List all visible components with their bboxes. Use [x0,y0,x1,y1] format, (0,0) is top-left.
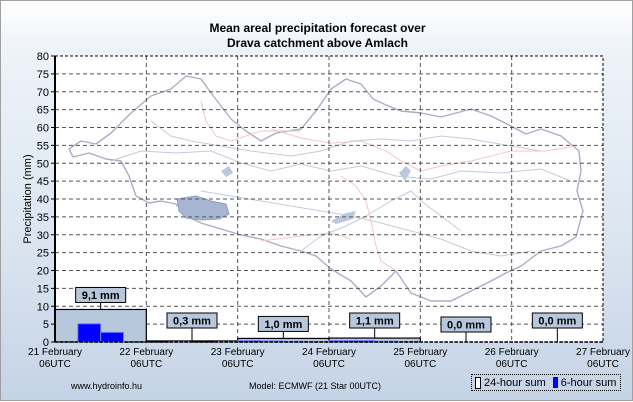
legend: 24-hour sum 6-hour sum [471,374,621,391]
y-tick-label: 30 [37,230,49,242]
y-tick-label: 25 [37,248,49,260]
x-tick-label-time: 06UTC [39,359,71,370]
x-tick-label-time: 06UTC [313,359,345,370]
x-tick-label-date: 27 February [576,347,630,358]
y-tick-label: 40 [37,194,49,206]
value-label-text: 1,1 mm [356,316,394,328]
six-hour-bar [101,332,124,342]
value-label-text: 0,3 mm [173,316,211,328]
y-tick-label: 60 [37,123,49,135]
source-url[interactable]: www.hydroinfo.hu [71,381,142,391]
y-tick-label: 55 [37,140,49,152]
y-tick-label: 5 [43,319,49,331]
y-tick-label: 65 [37,105,49,117]
x-tick-label-time: 06UTC [404,359,436,370]
model-info: Model: ECMWF (21 Star 00UTC) [249,381,381,391]
value-label-text: 9,1 mm [82,290,120,302]
y-tick-label: 50 [37,158,49,170]
y-tick-label: 70 [37,87,49,99]
x-tick-label-time: 06UTC [496,359,528,370]
x-tick-label-date: 21 February [28,347,82,358]
y-tick-label: 80 [37,51,49,63]
legend-daily-label: 24-hour sum [484,377,546,389]
six-hour-bar [78,324,101,342]
y-tick-label: 10 [37,301,49,313]
value-label-text: 0,0 mm [447,320,485,332]
value-label-text: 1,0 mm [264,319,302,331]
y-tick-label: 75 [37,69,49,81]
legend-six-label: 6-hour sum [561,377,617,389]
x-tick-label-date: 26 February [485,347,539,358]
value-label-text: 0,0 mm [538,316,576,328]
daily-swatch-icon [475,377,481,389]
x-tick-label-date: 23 February [211,347,265,358]
y-tick-label: 20 [37,266,49,278]
x-tick-label-time: 06UTC [587,359,619,370]
x-tick-label-date: 24 February [302,347,356,358]
y-axis-label: Precipitation (mm) [22,154,34,243]
x-tick-label-time: 06UTC [130,359,162,370]
six-hour-swatch-icon [553,377,558,388]
y-tick-label: 35 [37,212,49,224]
x-tick-label-time: 06UTC [222,359,254,370]
x-tick-label-date: 22 February [119,347,173,358]
y-tick-label: 45 [37,176,49,188]
x-tick-label-date: 25 February [393,347,447,358]
y-tick-label: 15 [37,283,49,295]
